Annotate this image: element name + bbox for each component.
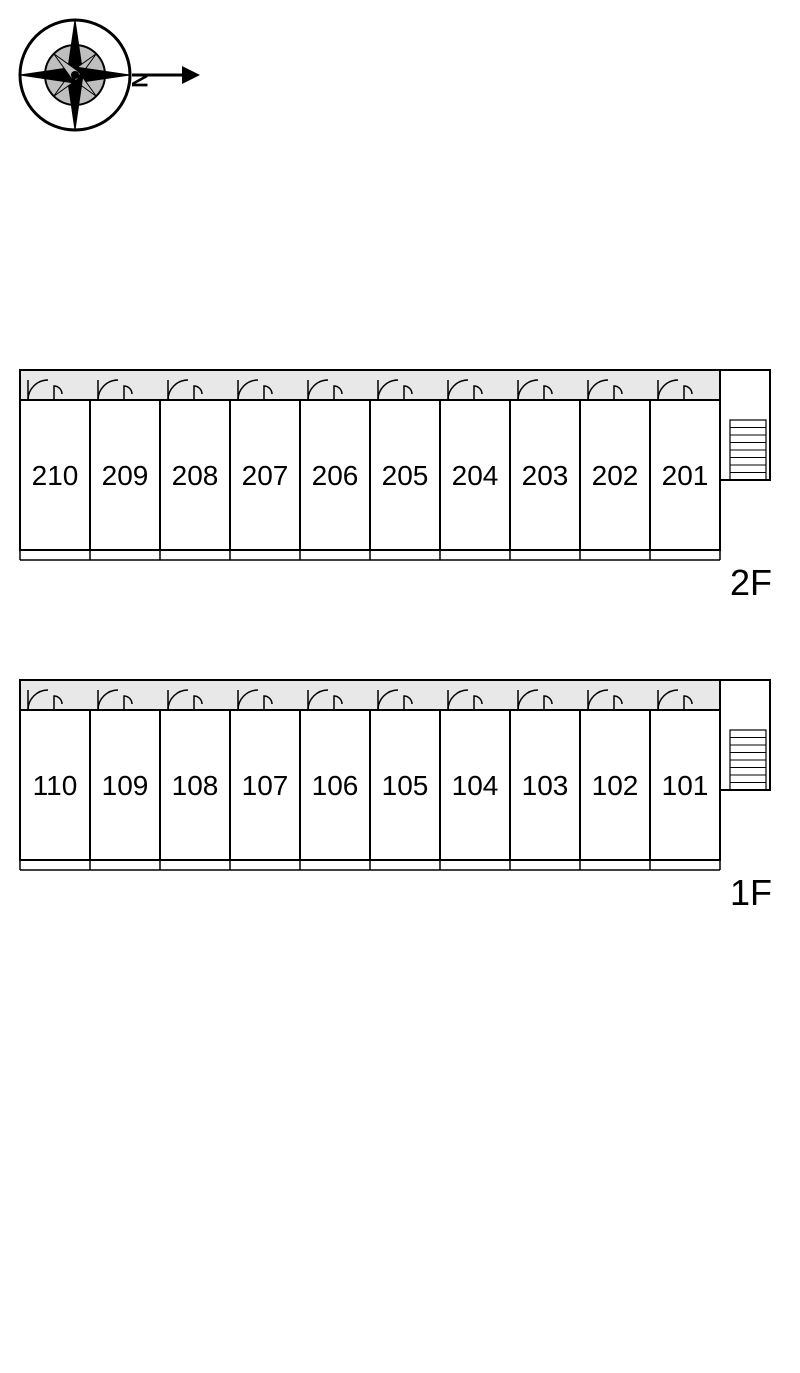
room-label-105: 105	[382, 770, 429, 801]
room-label-101: 101	[662, 770, 709, 801]
floor-label-1F: 1F	[730, 872, 772, 913]
floor-label-2F: 2F	[730, 562, 772, 603]
room-label-108: 108	[172, 770, 219, 801]
room-label-207: 207	[242, 460, 289, 491]
room-label-103: 103	[522, 770, 569, 801]
room-label-204: 204	[452, 460, 499, 491]
compass: N	[20, 20, 200, 130]
floor-1F: 110 109 108 107 106 105 104 103 102 101 1F	[20, 680, 772, 913]
stair-area	[720, 370, 770, 480]
room-label-203: 203	[522, 460, 569, 491]
room-label-110: 110	[33, 770, 78, 801]
room-label-209: 209	[102, 460, 149, 491]
stair-area	[720, 680, 770, 790]
room-label-208: 208	[172, 460, 219, 491]
room-label-202: 202	[592, 460, 639, 491]
room-label-107: 107	[242, 770, 289, 801]
room-label-106: 106	[312, 770, 359, 801]
room-label-206: 206	[312, 460, 359, 491]
room-label-201: 201	[662, 460, 709, 491]
floorplan-svg: N2102092082072062052042032022012F1101091…	[0, 0, 800, 1373]
room-label-210: 210	[32, 460, 79, 491]
room-label-102: 102	[592, 770, 639, 801]
room-label-104: 104	[452, 770, 499, 801]
room-label-205: 205	[382, 460, 429, 491]
floor-2F: 210 209 208 207 206 205 204 203 202 201 2F	[20, 370, 772, 603]
room-label-109: 109	[102, 770, 149, 801]
